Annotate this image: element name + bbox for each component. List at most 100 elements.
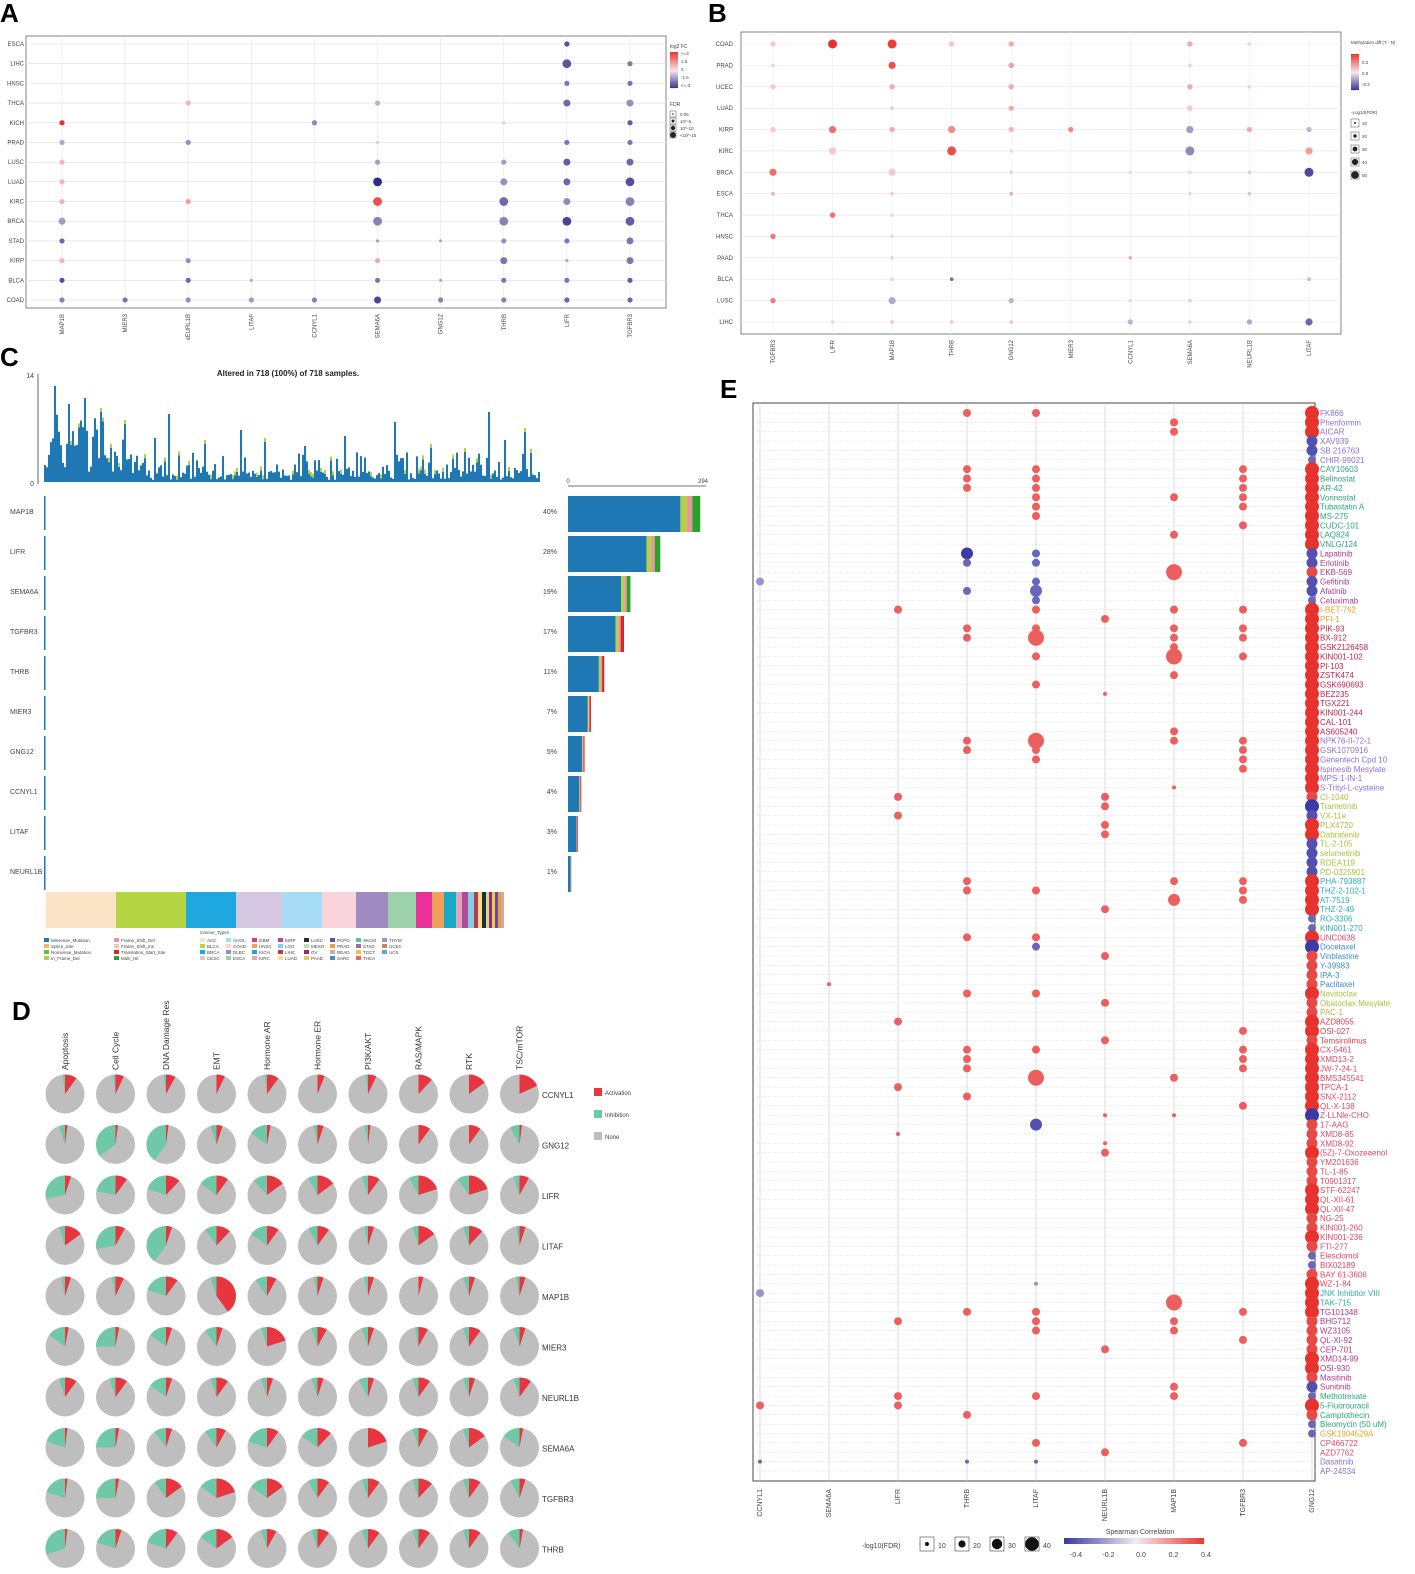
column-label: TSC/mTOR <box>515 1026 525 1070</box>
top-bar <box>538 472 540 482</box>
cancer-type-strip <box>474 892 478 928</box>
color-legend-step <box>1123 1538 1128 1544</box>
data-point <box>374 258 381 264</box>
data-point <box>1032 465 1040 474</box>
pie-activation <box>469 1327 481 1347</box>
data-point <box>770 233 776 240</box>
pie-inhibition <box>58 1226 65 1246</box>
cancer-type-strip <box>501 892 504 928</box>
top-bar <box>168 414 170 482</box>
data-point <box>626 237 634 245</box>
gng12-point <box>1306 847 1318 859</box>
x-tick-label: MIER3 <box>123 313 129 332</box>
top-bar <box>376 475 378 482</box>
top-bar <box>214 464 216 482</box>
top-bar <box>54 386 56 482</box>
pie-activation <box>216 1529 233 1549</box>
drug-label: PLX4720 <box>1320 821 1353 830</box>
percent-label: 11% <box>544 669 558 676</box>
data-point <box>1170 605 1178 614</box>
pie-inhibition <box>205 1226 217 1246</box>
data-point <box>1009 149 1014 153</box>
pie-activation <box>418 1175 438 1195</box>
gng12-point <box>1306 1212 1318 1224</box>
top-bar <box>306 461 308 482</box>
data-point <box>1305 147 1313 155</box>
gng12-point <box>1306 997 1318 1009</box>
top-bar-segment <box>340 469 342 474</box>
legend-swatch <box>382 950 387 954</box>
legend-size-dot <box>670 132 676 138</box>
color-legend-title: Spearman Correlation <box>1106 1529 1175 1536</box>
top-bar <box>340 473 342 482</box>
data-point <box>1008 126 1014 133</box>
top-bar <box>508 470 510 482</box>
top-bar-segment <box>312 473 314 478</box>
x-tick-label: LIFR <box>831 339 837 353</box>
pie-activation <box>115 1478 120 1498</box>
data-point <box>1239 1055 1247 1064</box>
pie-inhibition <box>147 1529 166 1549</box>
data-point <box>963 1410 971 1419</box>
top-bar <box>440 478 442 482</box>
legend-size-dot <box>672 113 674 115</box>
pie-activation <box>317 1074 325 1094</box>
color-legend-step <box>1064 1538 1068 1544</box>
data-point <box>1032 558 1040 567</box>
top-bar <box>396 454 398 482</box>
legend-color-step <box>1351 70 1359 73</box>
drug-label: Methotrexate <box>1320 1392 1367 1401</box>
drug-label: PIK-93 <box>1320 624 1345 633</box>
plot-frame <box>25 35 667 309</box>
x-tick-label: SEMA6A <box>826 1489 833 1518</box>
top-bar <box>226 475 228 482</box>
data-point <box>888 168 896 176</box>
top-bar <box>534 475 536 482</box>
top-bar <box>530 452 532 482</box>
data-point <box>59 179 65 185</box>
legend-swatch <box>200 944 205 948</box>
pie-inhibition <box>412 1377 419 1397</box>
color-legend-step <box>1144 1538 1149 1544</box>
y-tick-label: PRAD <box>716 63 733 69</box>
data-point <box>828 147 837 155</box>
data-point <box>1170 418 1178 427</box>
top-bar <box>68 404 70 482</box>
legend-cancer-label: COAD <box>233 944 247 949</box>
pie-activation <box>216 1478 236 1498</box>
pie-inhibition <box>361 1327 368 1347</box>
data-point <box>1101 792 1109 801</box>
data-point <box>562 216 572 226</box>
drug-label: Dabrafenib <box>1320 830 1360 839</box>
gene-bar-segment <box>646 536 652 572</box>
pie-activation <box>115 1125 118 1145</box>
data-point <box>1032 942 1040 951</box>
drug-label: TAK-715 <box>1320 1298 1352 1307</box>
percent-label: 40% <box>543 509 557 516</box>
top-bar <box>208 474 210 482</box>
cancer-type-strip <box>498 892 501 928</box>
legend-color-step <box>670 82 678 84</box>
legend-size-tick: 10^-5 <box>680 119 692 124</box>
gene-bar-segment <box>618 616 621 652</box>
top-bar <box>148 470 150 482</box>
top-bar <box>456 452 458 482</box>
data-point <box>1246 126 1253 133</box>
column-label: Hormone AR <box>262 1021 272 1070</box>
cancer-type-strip <box>468 892 474 928</box>
legend-size-dot <box>1351 158 1359 166</box>
drug-label: NPK76-II-72-1 <box>1320 737 1372 746</box>
top-bar <box>66 443 68 482</box>
drug-label: Afatinib <box>1320 587 1347 596</box>
top-bar <box>150 477 152 482</box>
legend-color-tick: <=-3 <box>681 83 691 88</box>
pie-inhibition <box>253 1175 267 1195</box>
top-bar <box>526 469 528 482</box>
data-point <box>1307 277 1311 282</box>
top-bar <box>352 470 354 482</box>
top-bar <box>200 472 202 482</box>
top-bar <box>180 477 182 482</box>
top-bar <box>232 479 234 482</box>
drug-label: Vinblastine <box>1320 952 1360 961</box>
top-bar <box>132 472 134 482</box>
